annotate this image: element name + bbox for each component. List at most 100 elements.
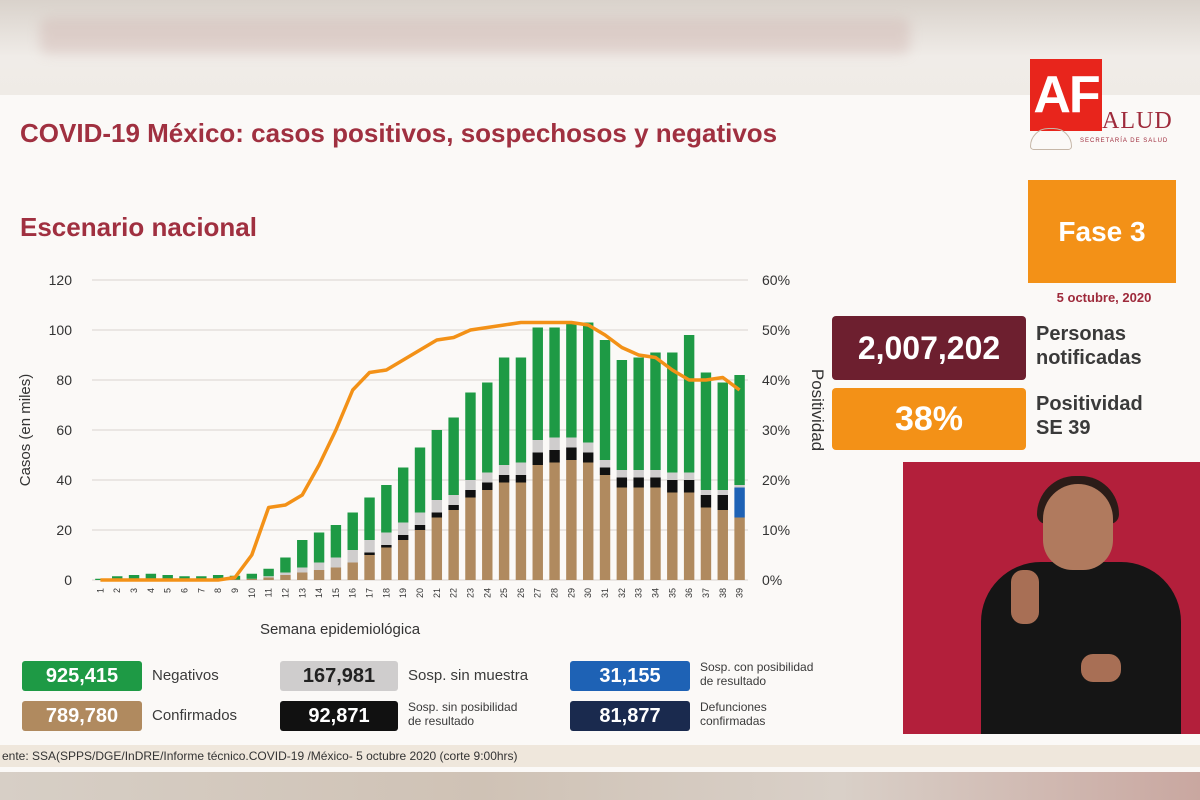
bar-segment (498, 475, 510, 483)
positividad-value: 38% (832, 388, 1026, 450)
legend-label-line2: confirmadas (700, 714, 766, 728)
interpreter-hand (1081, 654, 1121, 682)
background-bottom (0, 772, 1200, 800)
x-tick-label: 15 (331, 588, 341, 598)
legend-value-defunciones: 81,877 (570, 701, 690, 731)
bar-segment (414, 512, 426, 525)
x-tick-label: 32 (617, 588, 627, 598)
bar-segment (599, 475, 611, 580)
bar-segment (297, 540, 308, 568)
salud-logo-subtext: SECRETARÍA DE SALUD (1080, 138, 1169, 144)
bar-segment (448, 417, 459, 495)
bar-segment (549, 462, 560, 580)
bar-segment (145, 573, 157, 580)
bar-segment (683, 472, 695, 480)
bar-segment (347, 512, 358, 550)
bar-segment (431, 512, 443, 518)
y2-tick-label: 50% (762, 322, 790, 338)
y2-tick-label: 20% (762, 472, 790, 488)
bar-segment (717, 382, 728, 490)
bar-segment (717, 490, 728, 495)
legend-label-line1: Sosp. con posibilidad (700, 660, 814, 674)
salud-logo-text: ALUD (1102, 108, 1173, 134)
bar-segment (263, 568, 274, 577)
positividad-label: Positividad SE 39 (1036, 392, 1143, 440)
bar-segment (431, 500, 443, 513)
bar-segment (700, 507, 712, 580)
legend-label-line2: de resultado (408, 714, 475, 728)
legend-label-defunciones: Defunciones confirmadas (700, 700, 840, 728)
bar-segment (381, 485, 392, 533)
bar-segment (700, 372, 712, 490)
x-tick-label: 26 (516, 588, 526, 598)
x-tick-label: 39 (735, 588, 745, 598)
x-tick-label: 4 (146, 588, 156, 593)
bar-segment (734, 485, 745, 488)
bar-segment (633, 470, 644, 478)
bar-segment (717, 510, 728, 580)
bar-segment (498, 465, 510, 475)
bar-segment (582, 442, 594, 453)
x-tick-label: 7 (196, 588, 206, 593)
bar-segment (313, 570, 325, 580)
bar-segment (683, 480, 695, 493)
x-tick-label: 8 (213, 588, 223, 593)
x-tick-label: 38 (718, 588, 728, 598)
x-tick-label: 25 (499, 588, 509, 598)
bar-segment (616, 360, 628, 470)
legend-value-negativos: 925,415 (22, 661, 142, 691)
bar-segment (465, 490, 476, 498)
bar-segment (448, 495, 459, 505)
x-tick-label: 21 (432, 588, 442, 598)
bar-segment (381, 532, 392, 545)
bar-segment (397, 535, 409, 540)
bar-segment (532, 440, 543, 453)
legend-value-sosp-sin-posibilidad: 92,871 (280, 701, 398, 731)
x-tick-label: 28 (550, 588, 560, 598)
bar-segment (162, 575, 173, 580)
bar-segment (515, 357, 527, 463)
bar-segment (465, 497, 476, 580)
bar-segment (128, 575, 140, 580)
bar-segment (364, 497, 375, 540)
bar-segment (431, 430, 443, 500)
x-tick-label: 34 (650, 588, 660, 598)
x-tick-label: 2 (112, 588, 122, 593)
y2-tick-label: 0% (762, 572, 782, 588)
bar-segment (734, 487, 745, 518)
bar-segment (263, 577, 274, 580)
y2-tick-label: 60% (762, 272, 790, 288)
bar-segment (482, 482, 493, 490)
bar-segment (482, 472, 493, 483)
bar-segment (650, 487, 661, 580)
bar-segment (650, 352, 661, 470)
legend-label-negativos: Negativos (152, 667, 219, 684)
bar-segment (532, 327, 543, 440)
x-tick-label: 29 (566, 588, 576, 598)
bar-segment (263, 576, 274, 578)
sign-language-interpreter (903, 462, 1200, 734)
bar-segment (667, 472, 678, 480)
bar-segment (364, 540, 375, 553)
bar-segment (482, 490, 493, 580)
bar-segment (667, 352, 678, 473)
x-tick-label: 19 (398, 588, 408, 598)
bar-segment (566, 322, 577, 438)
x-tick-label: 11 (264, 588, 274, 597)
bar-segment (566, 460, 577, 580)
bar-segment (650, 470, 661, 478)
bar-segment (482, 382, 493, 473)
bar-segment (381, 545, 392, 548)
legend-label-sosp-sin-muestra: Sosp. sin muestra (408, 667, 529, 684)
bar-segment (364, 555, 375, 580)
bar-segment (280, 572, 291, 575)
bar-segment (465, 480, 476, 490)
bar-segment (683, 335, 695, 473)
x-tick-label: 30 (583, 588, 593, 598)
x-tick-label: 3 (129, 588, 139, 593)
x-tick-label: 22 (449, 588, 459, 598)
bar-segment (700, 495, 712, 508)
bar-segment (212, 575, 224, 580)
bar-segment (633, 477, 644, 488)
